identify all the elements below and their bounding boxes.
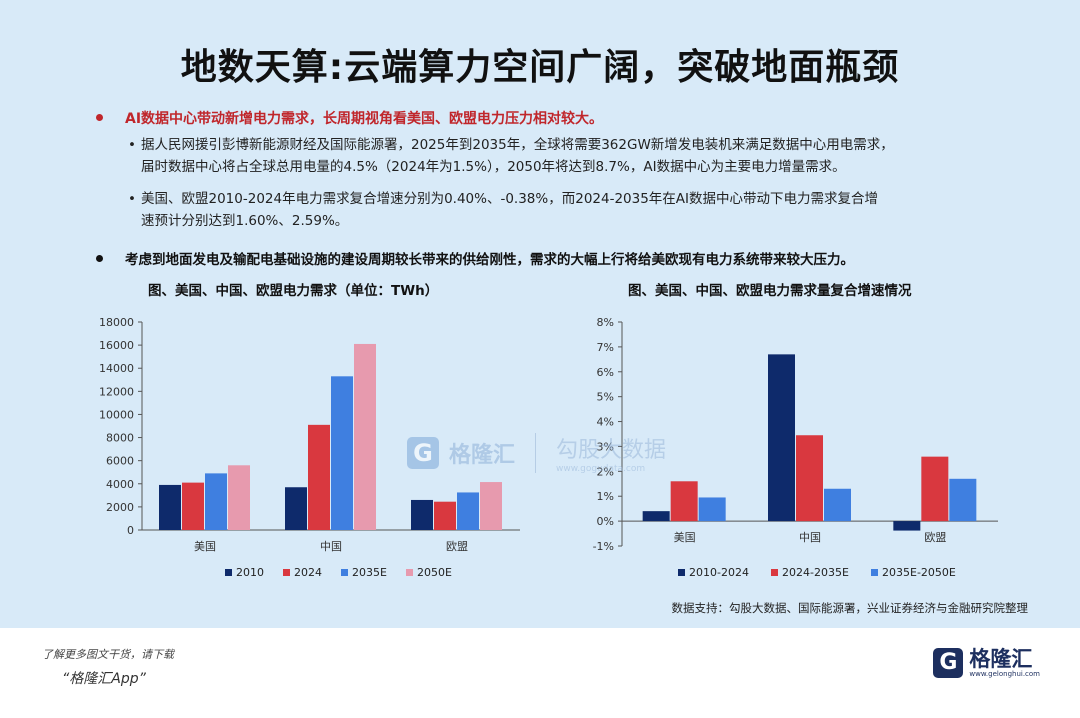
x-tick-label: 美国	[194, 540, 216, 553]
bar	[182, 482, 204, 530]
bar	[411, 499, 433, 530]
legend-label: 2010-2024	[689, 566, 749, 579]
legend-swatch	[341, 569, 348, 576]
bullet-1-text: AI数据中心带动新增电力需求，长周期视角看美国、欧盟电力压力相对较大。	[125, 111, 604, 127]
bar	[354, 343, 376, 530]
sub-bullet-2-line2: 速预计分别达到1.60%、2.59%。	[141, 213, 349, 229]
chart1-demand-twh: 0 2000 4000 6000 8000 10000 12000 14000 16000 180…	[99, 316, 520, 579]
watermark-name: 格隆汇	[449, 443, 516, 468]
footer-app-name[interactable]: “格隆汇App”	[62, 671, 146, 687]
watermark: G 格隆汇 勾股大数据 www.gogudata.com	[407, 432, 666, 474]
brand-url: www.gelonghui.com	[969, 670, 1040, 678]
sub-bullet-2: • 美国、欧盟2010-2024年电力需求复合增速分别为0.40%、-0.38%…	[128, 188, 1021, 232]
brand-name: 格隆汇	[969, 647, 1033, 671]
bar	[824, 488, 851, 522]
sub-bullet-1-line2: 届时数据中心将占全球总用电量的4.5%（2024年为1.5%），2050年将达到…	[141, 159, 846, 175]
y-tick-label: 5%	[597, 391, 614, 404]
y-tick-label: 1%	[597, 490, 614, 503]
legend-label: 2035E-2050E	[882, 566, 956, 579]
sub-bullet-dot: •	[128, 191, 136, 207]
y-tick-label: 8%	[597, 316, 614, 329]
y-tick-label: 4%	[597, 416, 614, 429]
legend-label: 2010	[236, 566, 264, 579]
y-tick-label: 2000	[106, 501, 134, 514]
sub-bullet-dot: •	[128, 137, 136, 153]
sub-bullet-2-line1: 美国、欧盟2010-2024年电力需求复合增速分别为0.40%、-0.38%，而…	[141, 191, 879, 207]
bar	[642, 511, 670, 522]
chart2-title: 图、美国、中国、欧盟电力需求量复合增速情况	[628, 283, 912, 299]
y-tick-label: 2%	[597, 465, 614, 478]
x-tick-label: 中国	[799, 531, 821, 544]
legend-label: 2035E	[352, 566, 387, 579]
footer-brand[interactable]: G 格隆汇 www.gelonghui.com	[933, 648, 1040, 678]
y-tick-label: 18000	[99, 316, 134, 329]
legend-label: 2024-2035E	[782, 566, 849, 579]
x-tick-label: 美国	[674, 531, 696, 544]
y-tick-label: 12000	[99, 385, 134, 398]
legend-swatch	[406, 569, 413, 576]
y-tick-label: 4000	[106, 478, 134, 491]
legend-label: 2050E	[417, 566, 452, 579]
legend-swatch	[225, 569, 232, 576]
x-tick-label: 欧盟	[924, 531, 946, 544]
bar	[205, 473, 227, 530]
bar	[670, 481, 698, 522]
y-tick-label: 8000	[106, 432, 134, 445]
watermark-logo-icon: G	[407, 437, 439, 469]
bar	[228, 465, 250, 530]
bar	[796, 435, 823, 522]
bar	[434, 501, 456, 530]
source-note: 数据支持：勾股大数据、国际能源署，兴业证券经济与金融研究院整理	[671, 601, 1029, 615]
watermark-url: www.gogudata.com	[556, 464, 646, 474]
y-tick-label: 7%	[597, 341, 614, 354]
slide: 地数天算:云端算力空间广阔，突破地面瓶颈 AI数据中心带动新增电力需求，长周期视…	[96, 47, 1029, 615]
y-tick-label: 6%	[597, 366, 614, 379]
chart2-growth-rate: -1% 0% 1% 2% 3% 4% 5% 6% 7% 8% 美国 中国 欧盟 2010-2024 2024…	[593, 316, 998, 579]
footer-promo: 了解更多图文干货，请下载	[42, 648, 174, 661]
x-tick-label: 中国	[320, 540, 342, 553]
bar	[921, 456, 949, 522]
y-tick-label: 3%	[597, 440, 614, 453]
bar	[285, 487, 307, 530]
bullet-1: AI数据中心带动新增电力需求，长周期视角看美国、欧盟电力压力相对较大。	[96, 108, 603, 128]
y-tick-label: -1%	[593, 540, 614, 553]
y-tick-label: 0%	[597, 515, 614, 528]
page-title: 地数天算:云端算力空间广阔，突破地面瓶颈	[180, 47, 900, 88]
y-tick-label: 14000	[99, 362, 134, 375]
watermark-divider	[535, 433, 537, 473]
bar	[457, 492, 479, 530]
bar	[949, 478, 977, 522]
y-tick-label: 6000	[106, 455, 134, 468]
chart1-title: 图、美国、中国、欧盟电力需求（单位：TWh）	[148, 283, 439, 299]
sub-bullet-1-line1: 据人民网援引彭博新能源财经及国际能源署，2025年到2035年，全球将需要362…	[141, 137, 894, 153]
bullet-dot	[96, 254, 103, 262]
footer: 了解更多图文干货，请下载 “格隆汇App” G 格隆汇 www.gelonghu…	[0, 628, 1080, 718]
x-tick-label: 欧盟	[446, 540, 468, 553]
legend-swatch	[771, 569, 778, 576]
y-tick-label: 0	[127, 524, 134, 537]
y-tick-label: 16000	[99, 339, 134, 352]
bullet-2-text: 考虑到地面发电及输配电基础设施的建设周期较长带来的供给刚性，需求的大幅上行将给美…	[125, 252, 854, 268]
bar	[768, 354, 795, 522]
legend-swatch	[871, 569, 878, 576]
bullet-dot	[96, 113, 103, 121]
legend-swatch	[283, 569, 290, 576]
bar	[159, 484, 181, 530]
bar	[331, 376, 353, 530]
legend-swatch	[678, 569, 685, 576]
bullet-2: 考虑到地面发电及输配电基础设施的建设周期较长带来的供给刚性，需求的大幅上行将给美…	[96, 248, 854, 268]
y-tick-label: 10000	[99, 408, 134, 421]
bar	[480, 482, 502, 530]
bar	[308, 424, 330, 530]
watermark-gg: 勾股大数据	[556, 438, 667, 463]
bar	[893, 521, 921, 531]
legend-label: 2024	[294, 566, 322, 579]
brand-logo-icon: G	[933, 648, 964, 678]
sub-bullet-1: • 据人民网援引彭博新能源财经及国际能源署，2025年到2035年，全球将需要3…	[128, 134, 1021, 178]
bar	[698, 497, 726, 522]
